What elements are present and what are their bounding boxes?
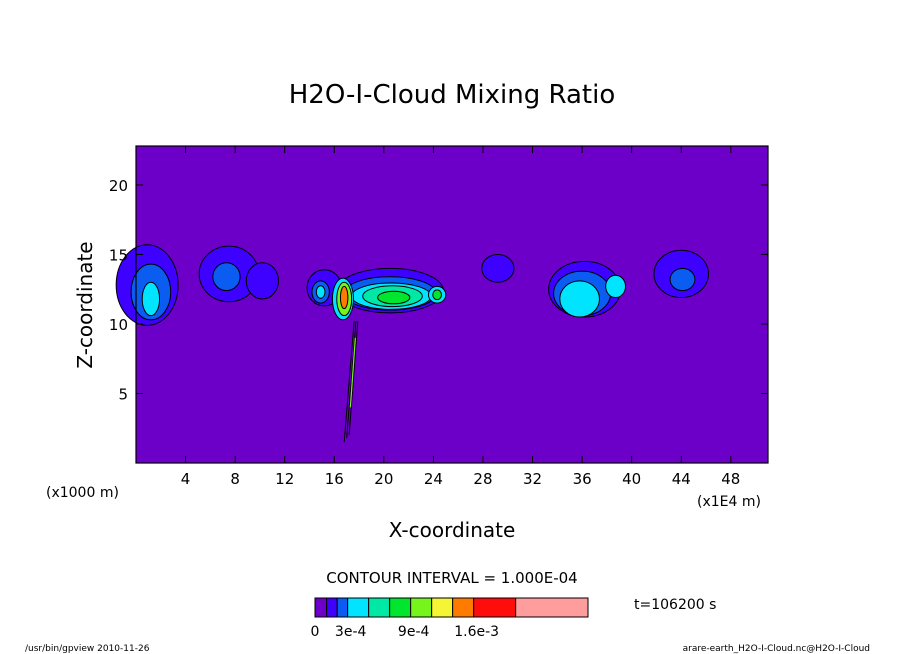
x-tick-label: 12 xyxy=(275,470,294,488)
x-tick-label: 20 xyxy=(374,470,393,488)
chart-title: H2O-I-Cloud Mixing Ratio xyxy=(289,80,616,110)
y-tick-label: 5 xyxy=(118,385,128,403)
colorbar-swatch xyxy=(336,597,349,618)
contour-cell xyxy=(481,253,515,283)
colorbar-label: 1.6e-3 xyxy=(454,624,499,640)
contour-cell xyxy=(315,285,326,299)
time-label: t=106200 s xyxy=(634,597,716,613)
x-tick-label: 16 xyxy=(325,470,344,488)
colorbar-swatch xyxy=(347,597,370,618)
x-unit-left: (x1000 m) xyxy=(46,485,119,501)
x-tick-label: 32 xyxy=(523,470,542,488)
contour-interval-label: CONTOUR INTERVAL = 1.000E-04 xyxy=(326,569,577,587)
x-tick-label: 48 xyxy=(721,470,740,488)
contour-cell xyxy=(432,289,442,301)
x-axis-label: X-coordinate xyxy=(389,518,516,542)
colorbar-swatch xyxy=(389,597,412,618)
contour-cell xyxy=(669,267,696,292)
x-tick-label: 4 xyxy=(181,470,191,488)
plot-frame xyxy=(135,145,769,464)
colorbar-label: 9e-4 xyxy=(398,624,430,640)
colorbar-swatch xyxy=(368,597,391,618)
contour-streak xyxy=(348,321,359,436)
contour-streak xyxy=(346,321,357,439)
x-tick-label: 36 xyxy=(573,470,592,488)
footer-left: /usr/bin/gpview 2010-11-26 xyxy=(25,644,150,654)
colorbar-swatch xyxy=(314,597,328,618)
colorbar-swatch xyxy=(452,597,475,618)
colorbar-swatch xyxy=(515,597,589,618)
x-tick-label: 28 xyxy=(473,470,492,488)
colorbar: 0 3e-4 9e-4 1.6e-3 xyxy=(311,597,589,640)
contour-cell xyxy=(212,262,241,292)
contour-cell xyxy=(339,285,349,310)
y-tick-label: 20 xyxy=(109,177,128,195)
x-tick-label: 24 xyxy=(424,470,443,488)
colorbar-swatch xyxy=(410,597,433,618)
colorbar-label: 3e-4 xyxy=(335,624,367,640)
contour-cell xyxy=(605,274,626,299)
x-tick-label: 40 xyxy=(622,470,641,488)
colorbar-swatch xyxy=(473,597,517,618)
y-tick-label: 10 xyxy=(109,316,128,334)
x-unit-right: (x1E4 m) xyxy=(697,494,761,510)
contour-cell xyxy=(141,281,161,317)
y-tick-label: 15 xyxy=(109,246,128,264)
x-tick-label: 8 xyxy=(230,470,240,488)
contour-streak xyxy=(343,321,355,443)
contour-cell xyxy=(245,262,280,300)
colorbar-swatch xyxy=(431,597,454,618)
plot-background xyxy=(136,146,768,463)
colorbar-label: 0 xyxy=(311,624,320,640)
contour-cell xyxy=(377,290,411,305)
y-axis-label: Z-coordinate xyxy=(73,241,97,368)
footer-right: arare-earth_H2O-I-Cloud.nc@H2O-I-Cloud xyxy=(683,644,870,654)
contour-streak-fill xyxy=(349,337,356,408)
contour-cell xyxy=(559,280,600,318)
x-tick-label: 44 xyxy=(672,470,691,488)
colorbar-swatch xyxy=(326,597,338,618)
